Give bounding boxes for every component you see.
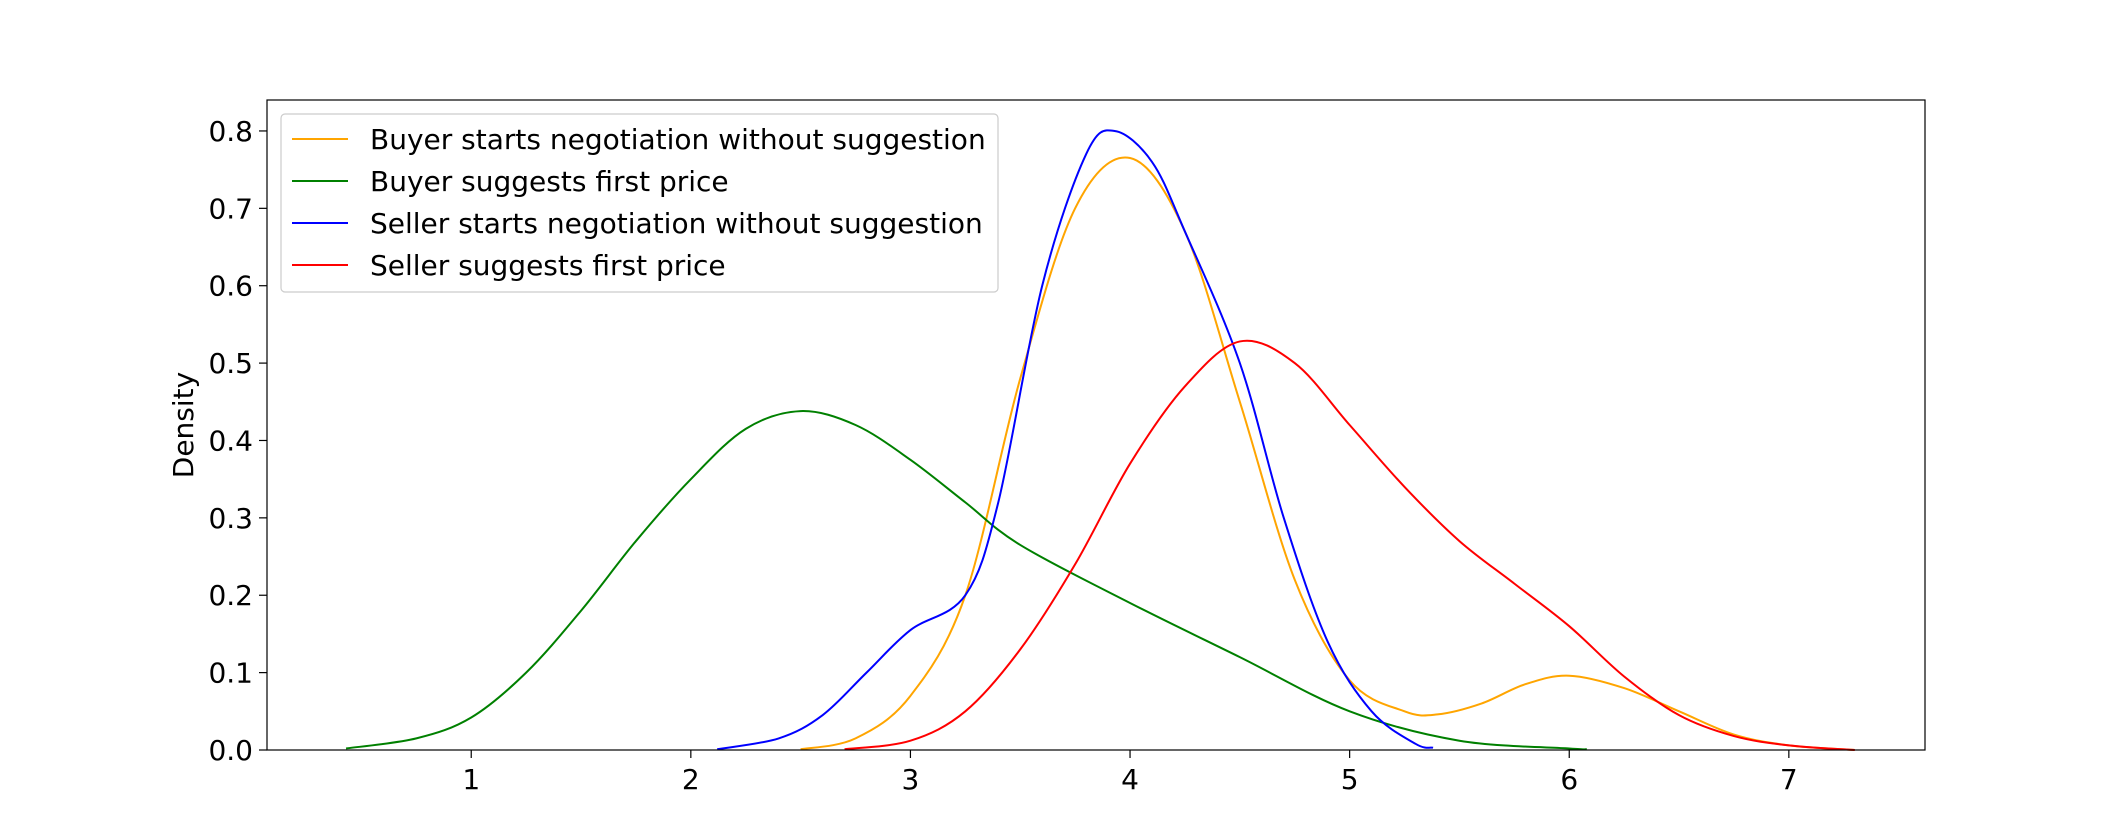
y-axis: 0.0 0.1 0.2 0.3 0.4 0.5 0.6 0.7 0.8 (208, 115, 267, 767)
legend-label: Buyer starts negotiation without suggest… (370, 123, 986, 156)
y-tick-label: 0.5 (208, 347, 253, 380)
plot-frame (266, 99, 1926, 751)
y-axis-label: Density (167, 372, 200, 478)
series-line-1 (800, 156, 1855, 751)
x-tick-label: 5 (1341, 763, 1359, 796)
series-line-4 (844, 339, 1855, 751)
y-tick-label: 0.1 (208, 657, 253, 690)
legend-label: Buyer suggests first price (370, 165, 729, 198)
series-line-2 (345, 410, 1587, 751)
x-tick-label: 4 (1121, 763, 1139, 796)
x-axis: 1 2 3 4 5 6 7 (462, 750, 1798, 796)
y-tick-label: 0.4 (208, 424, 253, 457)
x-tick-label: 3 (902, 763, 920, 796)
legend: Buyer starts negotiation without suggest… (280, 113, 999, 293)
y-tick-label: 0.8 (208, 115, 253, 148)
series-line-3 (717, 129, 1434, 751)
y-tick-label: 0.0 (208, 734, 253, 767)
legend-box (280, 113, 999, 293)
legend-label: Seller suggests first price (370, 249, 726, 282)
y-tick-label: 0.3 (208, 502, 253, 535)
legend-label: Seller starts negotiation without sugges… (370, 207, 983, 240)
series-layer (345, 129, 1855, 751)
x-tick-label: 2 (682, 763, 700, 796)
y-tick-label: 0.6 (208, 270, 253, 303)
y-tick-label: 0.7 (208, 192, 253, 225)
x-tick-label: 7 (1780, 763, 1798, 796)
y-tick-label: 0.2 (208, 579, 253, 612)
x-tick-label: 1 (462, 763, 480, 796)
x-tick-label: 6 (1560, 763, 1578, 796)
